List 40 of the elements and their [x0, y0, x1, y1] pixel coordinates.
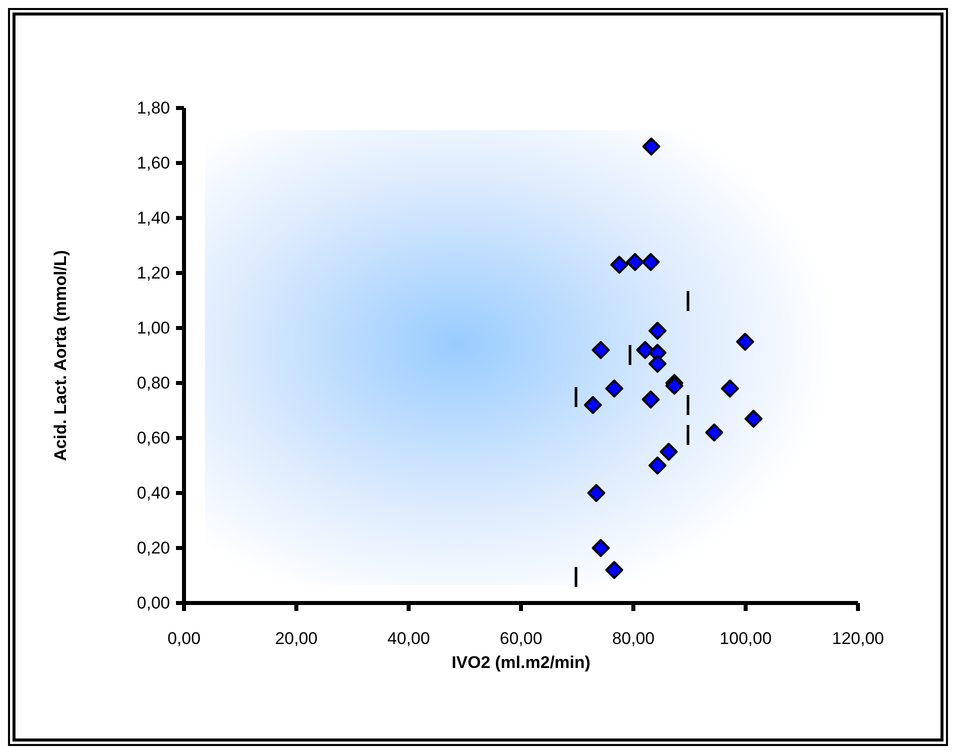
y-tick-label: 0,80	[136, 373, 170, 392]
point	[744, 410, 763, 428]
y-tick-label: 0,40	[136, 483, 170, 502]
x-tick-label: 80,00	[612, 629, 655, 648]
y-axis-title: Acid. Lact. Aorta (mmol/L)	[51, 250, 70, 461]
point	[605, 380, 624, 398]
x-tick-label: 20,00	[275, 629, 318, 648]
point	[642, 253, 660, 271]
y-tick-label: 1,00	[136, 318, 170, 338]
y-tick-label: 1,20	[136, 263, 170, 282]
point	[648, 322, 666, 340]
point	[648, 456, 666, 474]
y-tick-label: 0,00	[136, 593, 170, 612]
y-tick-label: 1,40	[136, 208, 170, 228]
point	[705, 424, 724, 442]
point	[665, 376, 684, 395]
point	[736, 332, 754, 351]
y-tick-label: 1,60	[136, 153, 170, 172]
x-tick-label: 120,00	[832, 629, 884, 648]
x-tick-label: 100,00	[720, 629, 772, 648]
point	[584, 396, 602, 414]
x-tick-label: 60,00	[500, 629, 542, 648]
point	[587, 484, 606, 502]
y-tick-label: 0,20	[136, 538, 170, 558]
point	[592, 341, 610, 359]
point	[610, 256, 628, 274]
y-tick-label: 1,80	[136, 98, 170, 118]
point	[592, 539, 610, 557]
point	[648, 354, 666, 373]
x-axis-title: IVO2 (ml.m2/min)	[452, 653, 590, 672]
point	[626, 253, 644, 271]
point	[636, 341, 654, 359]
point	[660, 442, 678, 461]
y-tick-label: 0,60	[136, 428, 170, 448]
x-tick-label: 0,00	[167, 629, 201, 648]
point	[642, 138, 660, 156]
point	[642, 390, 660, 408]
x-tick-label: 40,00	[387, 629, 430, 648]
point	[720, 380, 739, 398]
point	[605, 561, 624, 579]
